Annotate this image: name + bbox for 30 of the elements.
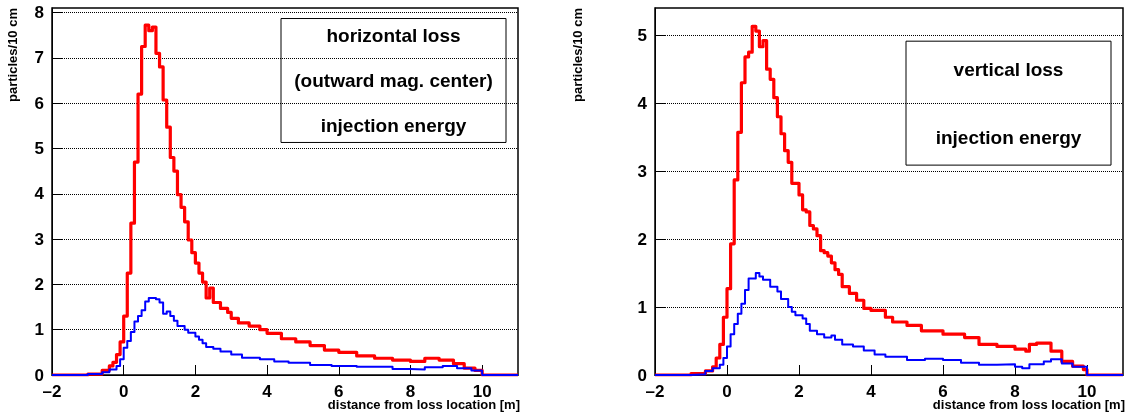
y-tick-label: 1 bbox=[637, 297, 647, 317]
y-axis-title: particles/10 cm bbox=[570, 7, 585, 102]
y-tick-label: 2 bbox=[34, 274, 44, 294]
x-tick-label: –2 bbox=[42, 382, 62, 401]
x-tick-label: 0 bbox=[722, 382, 732, 401]
x-tick-label: 2 bbox=[794, 382, 804, 401]
x-tick-label: 4 bbox=[262, 382, 273, 401]
annotation: (outward mag. center) bbox=[294, 69, 493, 91]
y-tick-label: 0 bbox=[34, 365, 44, 385]
annotation: injection energy bbox=[320, 115, 467, 137]
y-tick-label: 6 bbox=[34, 93, 44, 113]
annotation: horizontal loss bbox=[326, 24, 461, 46]
y-tick-label: 5 bbox=[637, 25, 647, 45]
y-tick-label: 8 bbox=[34, 3, 44, 23]
annotation: injection energy bbox=[935, 126, 1082, 148]
y-tick-label: 4 bbox=[34, 184, 45, 204]
x-tick-label: 0 bbox=[118, 382, 129, 401]
y-axis-title: particles/10 cm bbox=[5, 7, 20, 102]
y-tick-label: 4 bbox=[637, 93, 648, 113]
annotation: vertical loss bbox=[953, 58, 1064, 80]
x-tick-label: 4 bbox=[866, 382, 877, 401]
y-tick-label: 3 bbox=[34, 229, 44, 249]
x-tick-label: –2 bbox=[645, 382, 665, 401]
y-tick-label: 0 bbox=[637, 365, 647, 385]
x-tick-label: 2 bbox=[190, 382, 201, 401]
y-tick-label: 5 bbox=[34, 138, 44, 158]
y-tick-label: 1 bbox=[34, 320, 44, 340]
y-tick-label: 7 bbox=[34, 48, 44, 68]
y-tick-label: 3 bbox=[637, 161, 647, 181]
y-tick-label: 2 bbox=[637, 229, 647, 249]
